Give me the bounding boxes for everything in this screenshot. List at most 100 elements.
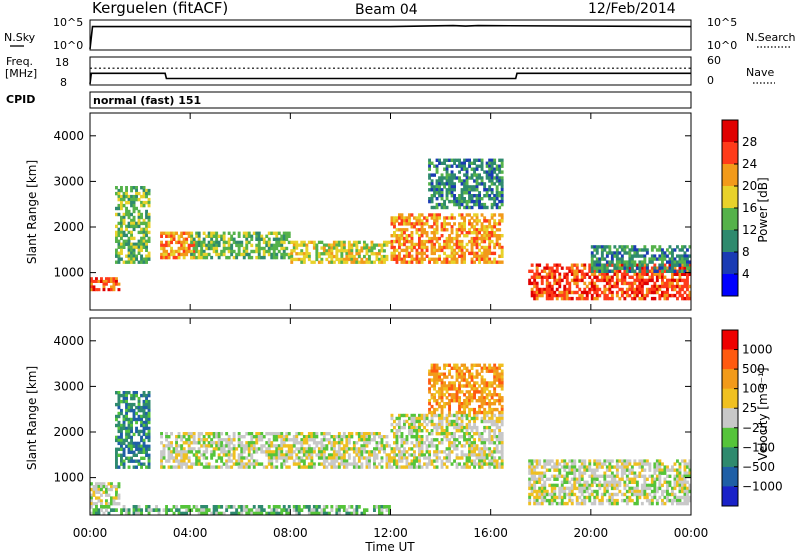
heatmap-cell <box>315 246 319 250</box>
heatmap-cell <box>177 444 181 448</box>
heatmap-cell <box>575 263 579 267</box>
heatmap-cell <box>666 492 669 497</box>
heatmap-cell <box>92 502 96 506</box>
heatmap-cell <box>317 240 321 244</box>
heatmap-cell <box>635 474 639 478</box>
heatmap-cell <box>683 498 687 503</box>
heatmap-cell <box>445 416 449 421</box>
heatmap-cell <box>325 456 329 460</box>
heatmap-cell <box>686 278 689 283</box>
heatmap-cell <box>473 416 476 421</box>
heatmap-cell <box>633 287 637 292</box>
heatmap-cell <box>645 281 649 286</box>
heatmap-cell <box>483 236 487 241</box>
heatmap-cell <box>110 285 113 289</box>
heatmap-cell <box>640 287 644 292</box>
heatmap-cell <box>475 387 479 391</box>
heatmap-cell <box>117 188 121 193</box>
heatmap-cell <box>498 419 502 424</box>
heatmap-cell <box>605 281 609 286</box>
heatmap-cell <box>122 414 126 419</box>
heatmap-cell <box>252 459 256 463</box>
heatmap-cell <box>355 246 359 250</box>
heatmap-cell <box>305 246 309 250</box>
heatmap-cell <box>440 462 444 466</box>
heatmap-cell <box>440 245 444 250</box>
heatmap-cell <box>498 366 502 370</box>
heatmap-cell <box>390 429 394 433</box>
heatmap-cell <box>498 402 502 406</box>
heatmap-cell <box>493 202 497 207</box>
heatmap-cell <box>175 447 178 451</box>
heatmap-cell <box>488 363 492 367</box>
heatmap-cell <box>643 293 647 298</box>
heatmap-cell <box>465 453 469 457</box>
heatmap-cell <box>287 231 291 235</box>
heatmap-cell <box>623 480 627 484</box>
heatmap-cell <box>448 419 451 424</box>
heatmap-cell <box>185 240 189 245</box>
heatmap-cell <box>478 396 481 400</box>
heatmap-cell <box>673 287 677 292</box>
heatmap-cell <box>443 363 446 367</box>
heatmap-cell <box>410 425 414 430</box>
heatmap-cell <box>555 459 559 463</box>
heatmap-cell <box>495 459 499 463</box>
heatmap-cell <box>317 462 321 466</box>
heatmap-cell <box>448 222 451 226</box>
heatmap-cell <box>678 462 682 466</box>
heatmap-cell <box>142 399 146 404</box>
heatmap-cell <box>217 453 221 457</box>
heatmap-cell <box>433 185 436 189</box>
heatmap-cell <box>495 242 499 247</box>
heatmap-cell <box>207 435 211 439</box>
heatmap-cell <box>473 231 476 235</box>
heatmap-cell <box>430 366 434 370</box>
heatmap-cell <box>317 252 321 256</box>
heatmap-cell <box>100 502 103 506</box>
heatmap-cell <box>145 245 148 249</box>
heatmap-cell <box>440 465 444 469</box>
heatmap-cell <box>297 432 301 436</box>
heatmap-cell <box>337 453 341 457</box>
heatmap-cell <box>227 249 231 254</box>
heatmap-cell <box>127 200 131 205</box>
heatmap-cell <box>593 296 597 301</box>
heatmap-cell <box>245 462 249 466</box>
heatmap-cell <box>428 459 431 463</box>
heatmap-cell <box>473 432 476 436</box>
heatmap-cell <box>678 287 682 292</box>
heatmap-cell <box>130 236 133 241</box>
heatmap-cell <box>483 188 487 192</box>
heatmap-cell <box>465 185 469 189</box>
heatmap-cell <box>423 441 426 445</box>
heatmap-cell <box>623 296 627 301</box>
heatmap-cell <box>147 257 151 261</box>
heatmap-cell <box>435 164 439 168</box>
heatmap-cell <box>147 459 151 463</box>
heatmap-cell <box>635 480 639 484</box>
heatmap-cell <box>448 164 451 168</box>
heatmap-cell <box>608 501 612 506</box>
heatmap-cell <box>455 375 459 379</box>
heatmap-cell <box>468 390 471 394</box>
heatmap-cell <box>220 432 224 436</box>
heatmap-cell <box>455 231 459 235</box>
heatmap-cell <box>132 248 136 252</box>
heatmap-cell <box>190 252 194 257</box>
heatmap-cell <box>365 260 369 264</box>
heatmap-cell <box>593 287 597 292</box>
heatmap-cell <box>120 456 123 460</box>
heatmap-cell <box>122 450 126 454</box>
heatmap-cell <box>473 158 476 162</box>
heatmap-cell <box>613 263 617 267</box>
heatmap-cell <box>545 296 549 301</box>
heatmap-cell <box>470 425 474 430</box>
heatmap-cell <box>595 251 599 255</box>
heatmap-cell <box>130 435 133 440</box>
heatmap-cell <box>197 237 201 241</box>
heatmap-cell <box>192 438 196 442</box>
heatmap-cell <box>495 378 499 382</box>
heatmap-cell <box>383 447 386 451</box>
heatmap-cell <box>162 508 166 512</box>
